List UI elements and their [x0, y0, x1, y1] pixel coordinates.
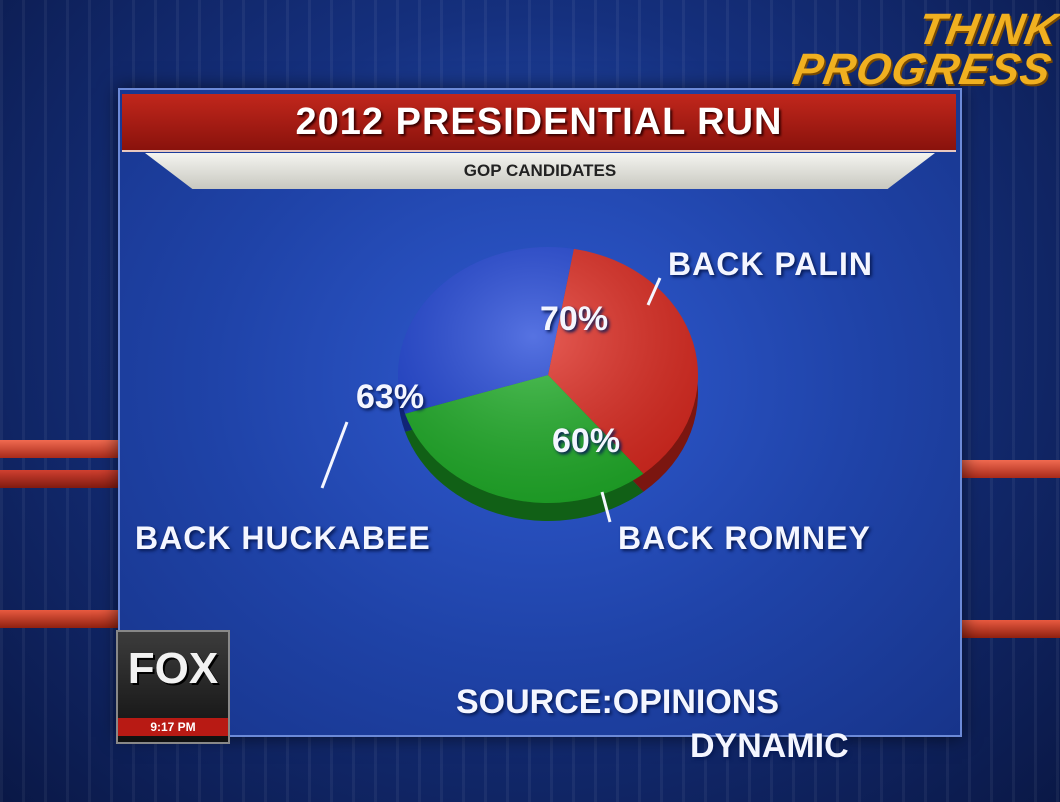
network-bug: FOX 9:17 PM — [116, 630, 230, 744]
background-stripe — [0, 440, 130, 458]
watermark-line-2: PROGRESS — [788, 45, 1055, 94]
title-bar: 2012 PRESIDENTIAL RUN — [122, 94, 956, 152]
category-label-huckabee: BACK HUCKABEE — [135, 520, 431, 556]
source-credit: SOURCE:OPINIONS DYNAMIC — [456, 680, 896, 768]
leader-line-palin — [646, 277, 662, 306]
fox-logo: FOX — [127, 644, 219, 693]
chart-title: 2012 PRESIDENTIAL RUN — [295, 100, 783, 143]
background-stripe — [0, 470, 120, 488]
category-label-romney: BACK ROMNEY — [618, 520, 871, 556]
pie-top — [398, 246, 699, 503]
value-label-huckabee: 63% — [356, 378, 425, 416]
chart-subtitle: GOP CANDIDATES — [463, 161, 617, 180]
category-label-palin: BACK PALIN — [668, 246, 873, 282]
source-line-2: DYNAMIC — [690, 727, 849, 765]
thinkprogress-watermark: THINK PROGRESS — [789, 5, 1060, 94]
broadcast-time: 9:17 PM — [118, 718, 228, 736]
background-stripe — [960, 620, 1060, 638]
subtitle-bar: GOP CANDIDATES — [145, 153, 935, 189]
background-stripe — [0, 610, 120, 628]
value-label-romney: 60% — [552, 422, 621, 460]
leader-line-romney — [600, 491, 612, 523]
leader-line-huckabee — [320, 421, 349, 489]
background-stripe — [955, 460, 1060, 478]
value-label-palin: 70% — [540, 300, 609, 338]
source-line-1: SOURCE:OPINIONS — [456, 683, 780, 721]
